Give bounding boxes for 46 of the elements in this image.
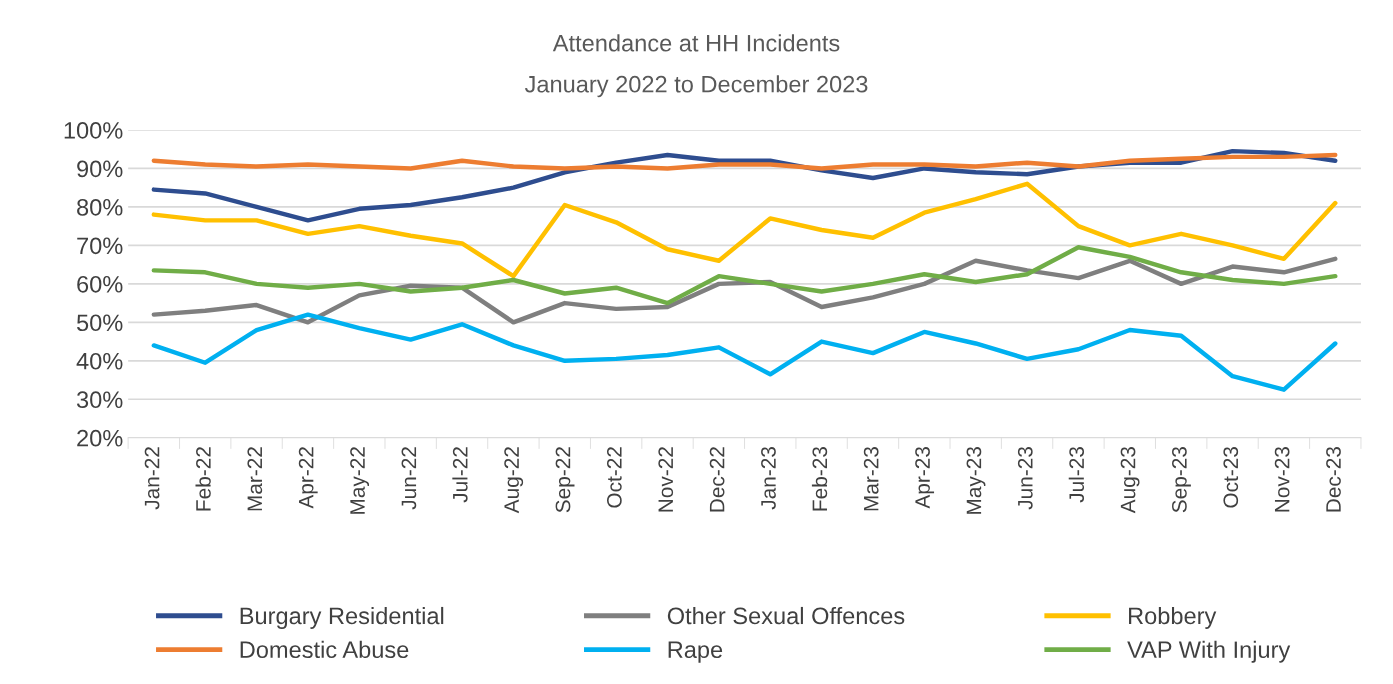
x-tick-label: Feb-23 [811,447,828,511]
legend-label: Burgary Residential [240,606,444,629]
x-tick-label: Aug-23 [1120,447,1140,514]
y-tick-label: 50% [76,314,123,332]
x-tick-label: Jun-22 [401,447,417,510]
y-tick-label: 20% [77,429,123,447]
x-tick-label: Oct-23 [1223,447,1239,508]
legend-label: Domestic Abuse [240,640,409,659]
line-series [151,152,1338,171]
x-tick-label: Feb-22 [195,447,211,511]
y-tick-label: 40% [76,352,123,370]
y-tick-label: 80% [77,198,123,216]
x-tick-label: Jul-22 [452,447,468,503]
legend-label: VAP With Injury [1127,640,1291,663]
x-tick-label: Nov-22 [658,447,674,512]
x-tick-label: Jul-23 [1068,447,1085,503]
x-tick-label: Jun-23 [1017,447,1033,510]
x-tick-label: May-22 [350,447,370,514]
x-tick-label: May-23 [966,447,986,514]
x-tick-label: Jan-23 [761,447,776,510]
x-tick-label: Sep-23 [1172,447,1191,513]
x-tick-label: Jan-22 [144,447,160,510]
legend-label: Robbery [1129,606,1217,629]
y-tick-label: 90% [77,160,123,178]
y-tick-label: 70% [77,237,123,255]
x-tick-label: Apr-22 [298,447,318,509]
x-tick-label: Dec-22 [709,447,725,512]
chart-title: Attendance at HH Incidents [552,34,840,52]
line-series [151,181,1338,279]
y-tick-label: 100% [64,122,123,139]
x-tick-label: Sep-22 [555,447,575,513]
x-tick-label: Oct-22 [606,447,622,508]
x-tick-label: Dec-23 [1326,447,1341,512]
line-series [151,256,1338,325]
legend-label: Rape [668,641,723,663]
x-tick-label: Nov-23 [1274,447,1290,512]
legend-label: Other Sexual Offences [667,606,905,625]
line-series [151,245,1338,306]
x-tick-label: Aug-22 [504,447,524,514]
y-tick-label: 60% [77,275,123,293]
x-tick-label: Apr-23 [915,447,935,509]
chart-subtitle: January 2022 to December 2023 [524,75,868,98]
line-series [151,312,1338,392]
y-tick-label: 30% [76,391,123,409]
x-tick-label: Mar-23 [863,447,879,511]
x-tick-label: Mar-22 [247,447,263,511]
